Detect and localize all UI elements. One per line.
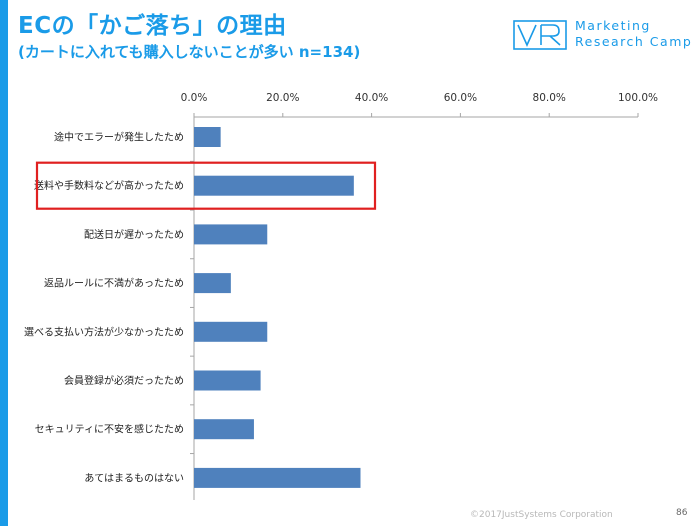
x-tick-label: 60.0% [444, 92, 477, 104]
logo-line-2: Research Camp [575, 34, 693, 49]
copyright-text: ©2017JustSystems Corporation [470, 510, 613, 520]
category-label: 返品ルールに不満があったため [44, 277, 184, 290]
logo-line-1: Marketing [575, 18, 651, 33]
page-number: 86 [676, 508, 688, 518]
brand-logo: Marketing Research Camp [513, 18, 698, 52]
x-tick-label: 80.0% [533, 92, 566, 104]
category-label: セキュリティに不安を感じたため [35, 423, 184, 436]
x-tick-label: 100.0% [618, 92, 658, 104]
bar [194, 175, 354, 196]
bar [194, 273, 231, 294]
bar [194, 370, 261, 391]
category-label: 途中でエラーが発生したため [54, 131, 184, 144]
category-label: 送料や手数料などが高かったため [34, 179, 184, 192]
accent-bar [0, 0, 8, 526]
bar [194, 224, 268, 245]
page-title: ECの「かご落ち」の理由 [18, 13, 287, 39]
category-label: あてはまるものはない [84, 472, 184, 484]
highlight-box [35, 161, 377, 210]
x-tick-label: 20.0% [266, 92, 299, 104]
bar [194, 321, 268, 342]
bar [194, 419, 254, 440]
category-label: 配送日が遅かったため [84, 228, 184, 241]
category-label: 選べる支払い方法が少なかったため [24, 325, 184, 338]
page-subtitle: (カートに入れても購入しないことが多い n=134) [18, 43, 361, 61]
vr-logo-icon [513, 20, 567, 50]
bar [194, 467, 361, 488]
category-label: 会員登録が必須だったため [64, 374, 184, 387]
x-tick-label: 40.0% [355, 92, 388, 104]
x-tick-label: 0.0% [181, 92, 208, 104]
bar [194, 127, 221, 147]
